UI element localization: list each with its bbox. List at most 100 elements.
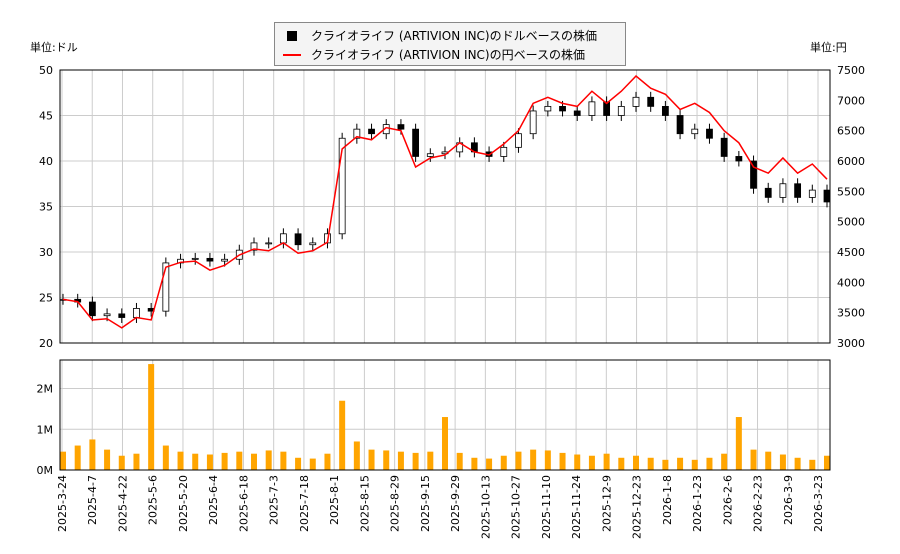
candle-body xyxy=(118,313,126,318)
candle-body xyxy=(353,128,361,139)
x-tick-label: 2026-2-23 xyxy=(752,475,765,532)
volume-bar xyxy=(647,457,654,470)
x-tick-label: 2025-3-24 xyxy=(56,475,69,532)
y-tick-label: 35 xyxy=(39,201,53,214)
x-tick-label: 2025-7-18 xyxy=(298,475,311,532)
volume-bar xyxy=(412,452,419,470)
candle-body xyxy=(720,137,728,157)
x-tick-label: 2025-10-13 xyxy=(479,475,492,539)
volume-bar xyxy=(221,452,228,470)
volume-bar xyxy=(251,453,257,470)
left-axis-unit: 単位:ドル xyxy=(30,41,78,54)
candle-body xyxy=(706,128,713,139)
volume-bar xyxy=(206,454,213,470)
legend-item-jpy: クライオライフ (ARTIVION INC)の円ベースの株価 xyxy=(283,46,585,63)
x-tick-label: 2026-1-8 xyxy=(661,475,674,525)
candle-body xyxy=(133,308,140,318)
x-tick-label: 2025-8-29 xyxy=(389,475,402,532)
volume-bar xyxy=(427,451,434,470)
volume-bar xyxy=(295,457,302,470)
candle-body xyxy=(779,183,787,198)
volume-bar xyxy=(735,417,742,470)
candle-body xyxy=(250,242,258,251)
volume-bar xyxy=(456,452,463,470)
x-tick-label: 2026-3-23 xyxy=(812,475,825,532)
x-tick-label: 2025-4-22 xyxy=(116,475,129,532)
candle-body xyxy=(265,242,273,245)
candle-body xyxy=(221,258,229,262)
volume-bar xyxy=(397,451,404,470)
x-tick-label: 2025-12-9 xyxy=(600,475,613,532)
black-square-icon xyxy=(287,30,297,41)
candle-body xyxy=(500,146,508,157)
x-tick-label: 2026-3-9 xyxy=(782,475,795,525)
volume-bar xyxy=(809,459,816,470)
x-tick-label: 2025-8-1 xyxy=(328,475,341,525)
volume-bar xyxy=(192,453,199,470)
candle-body xyxy=(529,110,537,135)
volume-bar xyxy=(530,449,537,470)
volume-bar xyxy=(148,364,155,470)
y2-tick-label: 4500 xyxy=(837,246,865,259)
red-line-icon xyxy=(283,53,301,56)
candle-body xyxy=(750,160,757,189)
candle-body xyxy=(544,106,552,112)
x-tick-label: 2025-6-18 xyxy=(237,475,250,532)
y2-tick-label: 5500 xyxy=(837,185,865,198)
volume-bar xyxy=(60,451,66,470)
volume-bar xyxy=(633,455,639,470)
volume-bar xyxy=(559,452,566,470)
candle-body xyxy=(103,313,111,317)
candle-body xyxy=(823,189,831,203)
candle-body xyxy=(206,257,214,262)
candle-body xyxy=(808,189,816,198)
x-tick-label: 2025-12-23 xyxy=(631,475,644,539)
volume-bar xyxy=(721,453,728,470)
candle-body xyxy=(647,96,655,107)
candle-body xyxy=(294,233,302,246)
x-tick-label: 2025-7-3 xyxy=(268,475,281,525)
volume-bar xyxy=(74,445,81,470)
volume-bar xyxy=(133,453,140,470)
x-tick-label: 2026-1-23 xyxy=(691,475,704,532)
legend-usd-label: クライオライフ (ARTIVION INC)のドルベースの株価 xyxy=(311,29,598,43)
volume-tick-label: 2M xyxy=(37,383,54,396)
candle-body xyxy=(338,137,346,235)
x-tick-label: 2025-4-7 xyxy=(86,475,99,525)
x-tick-label: 2025-5-6 xyxy=(147,475,160,525)
candle-body xyxy=(191,257,199,260)
volume-tick-label: 0M xyxy=(37,464,54,477)
y2-tick-label: 3500 xyxy=(837,307,865,320)
volume-bar xyxy=(765,451,772,470)
volume-bar xyxy=(118,455,125,470)
volume-bar xyxy=(309,458,316,470)
x-tick-label: 2025-6-4 xyxy=(207,475,220,525)
candle-body xyxy=(559,106,566,112)
volume-bar xyxy=(177,451,184,470)
candle-body xyxy=(515,133,522,148)
candle-body xyxy=(735,156,743,162)
y2-tick-label: 7000 xyxy=(837,94,865,107)
y-tick-label: 20 xyxy=(39,337,53,350)
volume-bar xyxy=(280,451,287,470)
volume-bar xyxy=(339,400,346,470)
volume-bar xyxy=(794,457,801,470)
legend-item-usd: クライオライフ (ARTIVION INC)のドルベースの株価 xyxy=(283,27,597,44)
y2-tick-label: 4000 xyxy=(837,276,865,289)
volume-tick-label: 1M xyxy=(37,423,54,436)
volume-bar xyxy=(677,457,684,470)
volume-bar xyxy=(544,450,551,470)
candle-body xyxy=(676,115,684,135)
y2-tick-label: 6000 xyxy=(837,155,865,168)
x-tick-label: 2025-9-29 xyxy=(449,475,462,532)
volume-bar xyxy=(162,445,169,470)
candle-body xyxy=(617,106,625,116)
y-tick-label: 50 xyxy=(39,64,53,77)
volume-bar xyxy=(588,455,595,470)
candle-body xyxy=(279,233,287,244)
candle-body xyxy=(412,128,420,157)
jpy-price-line xyxy=(62,75,828,329)
volume-bar xyxy=(265,450,272,470)
